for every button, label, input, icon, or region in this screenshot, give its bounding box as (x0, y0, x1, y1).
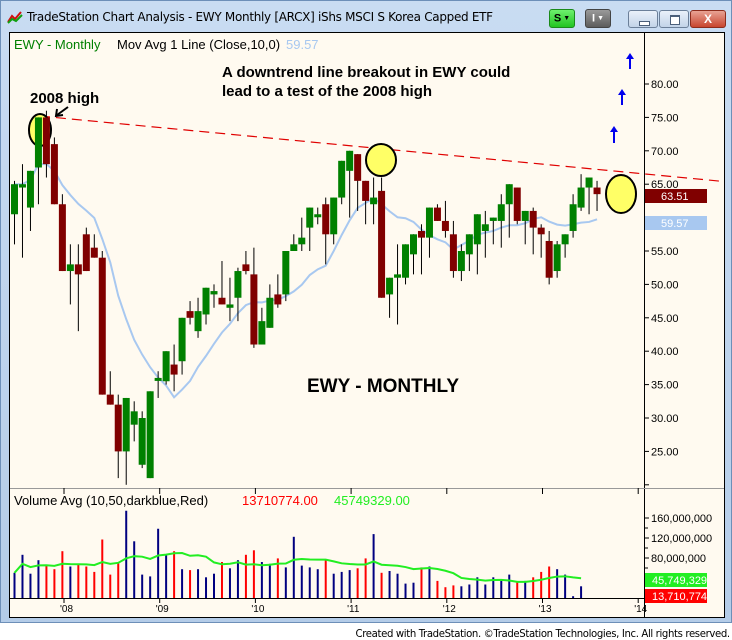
indicator-label: Mov Avg 1 Line (Close,10,0) (117, 37, 280, 52)
watermark-label: EWY - MONTHLY (307, 376, 459, 397)
svg-text:'12: '12 (443, 604, 456, 615)
close-button[interactable]: X (690, 10, 726, 28)
footer-credit: Created with TradeStation. ©TradeStation… (355, 627, 731, 640)
minimize-button[interactable] (628, 10, 658, 28)
volume-avg-badge (645, 573, 707, 587)
window-title: TradeStation Chart Analysis - EWY Monthl… (27, 10, 493, 24)
svg-text:'14: '14 (634, 604, 647, 615)
svg-text:65.00: 65.00 (651, 179, 679, 191)
symbol-label: EWY - Monthly (14, 37, 101, 52)
volume-bars (13, 510, 583, 598)
svg-text:'10: '10 (251, 604, 264, 615)
volume-axis: 160,000,000 120,000,000 80,000,000 (644, 513, 712, 569)
svg-text:'08: '08 (60, 604, 73, 615)
time-axis: '08 '09 '10 '11 '12 '13 '14 (60, 488, 648, 615)
indicator-value: 59.57 (286, 37, 319, 52)
volume-badge-value: 13,710,774 (652, 591, 707, 603)
indicator-button[interactable]: I ▼ (585, 9, 611, 28)
label-2008-high: 2008 high (30, 90, 99, 107)
last-price-badge (645, 189, 707, 203)
ma-badge (645, 216, 707, 230)
svg-text:80.00: 80.00 (651, 79, 679, 91)
svg-text:80,000,000: 80,000,000 (651, 553, 706, 565)
pointer-arrow-icon (54, 106, 69, 118)
close-icon: X (703, 12, 712, 26)
indicator-label: I (592, 12, 596, 25)
svg-text:40.00: 40.00 (651, 346, 679, 358)
tradestation-logo-icon (7, 11, 23, 24)
candlesticks (11, 110, 601, 485)
ma-value: 59.57 (661, 218, 689, 230)
last-price-value: 63.51 (661, 191, 689, 203)
annotation-line-1: A downtrend line breakout in EWY could (222, 64, 510, 81)
chart-canvas[interactable]: 80.00 75.00 70.00 65.00 55.00 50.00 45.00 40.00… (10, 33, 725, 617)
svg-text:'09: '09 (156, 604, 169, 615)
volume-value: 13710774.00 (242, 493, 318, 508)
dropdown-caret-icon: ▼ (597, 15, 604, 22)
strategy-button[interactable]: S ▼ (549, 9, 575, 28)
svg-text:50.00: 50.00 (651, 279, 679, 291)
chart-window: TradeStation Chart Analysis - EWY Monthl… (0, 0, 732, 623)
svg-text:'11: '11 (347, 604, 360, 615)
svg-text:30.00: 30.00 (651, 413, 679, 425)
volume-avg-badge-value: 45,749,329 (652, 575, 707, 587)
chart-area[interactable]: 80.00 75.00 70.00 65.00 55.00 50.00 45.00 40.00… (9, 32, 725, 618)
volume-badge (645, 589, 707, 603)
svg-text:45.00: 45.00 (651, 313, 679, 325)
up-arrows (610, 53, 634, 143)
svg-text:35.00: 35.00 (651, 380, 679, 392)
svg-text:160,000,000: 160,000,000 (651, 513, 712, 525)
volume-label: Volume Avg (10,50,darkblue,Red) (14, 493, 208, 508)
volume-avg-value: 45749329.00 (334, 493, 410, 508)
strategy-label: S (553, 12, 562, 25)
svg-text:70.00: 70.00 (651, 146, 679, 158)
annotation-line-2: lead to a test of the 2008 high (222, 83, 432, 100)
price-axis: 80.00 75.00 70.00 65.00 55.00 50.00 45.00 40.00… (644, 79, 679, 486)
svg-text:'13: '13 (539, 604, 552, 615)
svg-text:55.00: 55.00 (651, 246, 679, 258)
svg-text:25.00: 25.00 (651, 446, 679, 458)
maximize-button[interactable] (659, 10, 689, 28)
moving-average-line (14, 163, 598, 399)
svg-text:75.00: 75.00 (651, 112, 679, 124)
title-bar[interactable]: TradeStation Chart Analysis - EWY Monthl… (1, 1, 731, 32)
svg-text:120,000,000: 120,000,000 (651, 533, 712, 545)
dropdown-caret-icon: ▼ (563, 15, 571, 22)
